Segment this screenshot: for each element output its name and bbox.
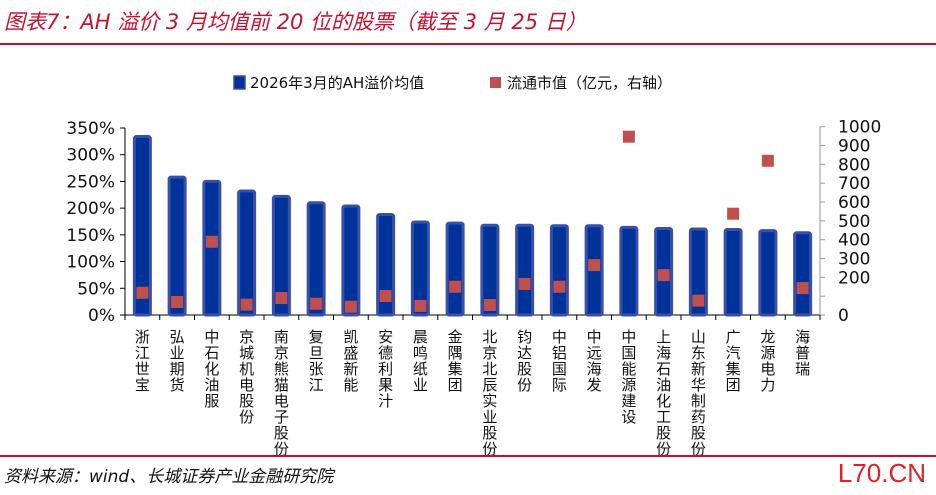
category-label: 凯盛新能 (343, 328, 358, 394)
bar (167, 175, 187, 317)
category-label: 弘业期货 (170, 328, 185, 394)
category-label: 晨鸣纸业 (413, 328, 428, 394)
right-tick-label: 1000 (838, 118, 881, 138)
scatter-point (761, 154, 774, 167)
watermark: L70.CN (837, 458, 926, 488)
right-tick-label: 800 (838, 155, 870, 175)
scatter-point (310, 297, 323, 310)
bar (202, 179, 222, 317)
scatter-point (136, 286, 149, 299)
scatter-point (727, 207, 740, 220)
category-label: 中铝国际 (552, 328, 567, 394)
bar (445, 221, 465, 317)
category-label: 复旦张江 (309, 328, 324, 394)
category-label: 中石化油服 (204, 328, 219, 410)
legend-bar-label: 2026年3月的AH溢价均值 (250, 74, 424, 92)
bar (480, 223, 500, 317)
bar (132, 135, 152, 317)
scatter-point (518, 277, 531, 290)
category-label: 海普瑞 (795, 328, 810, 378)
right-tick-label: 600 (838, 193, 870, 213)
scatter-point (588, 259, 601, 272)
bar (515, 223, 535, 317)
source-note: 资料来源：wind、长城证券产业金融研究院 (4, 467, 334, 487)
legend-scatter-swatch (490, 77, 501, 88)
scatter-point (240, 298, 253, 311)
left-tick-label: 250% (66, 172, 115, 192)
bar (723, 228, 743, 317)
category-label: 上海石油化工股份 (656, 328, 671, 458)
category-label: 广汽集团 (726, 328, 741, 394)
scatter-point (449, 280, 462, 293)
bar (410, 220, 430, 317)
category-label: 中国能源建设 (621, 328, 636, 426)
bar (376, 213, 396, 317)
category-label: 南京熊猫电子股份 (274, 328, 289, 458)
footer-divider (0, 455, 936, 457)
legend-scatter-label: 流通市值（亿元，右轴） (507, 74, 672, 92)
scatter-point (171, 296, 184, 309)
right-tick-label: 0 (838, 306, 849, 326)
category-label: 安德利果汁 (378, 328, 393, 410)
left-tick-label: 300% (66, 146, 115, 166)
scatter-point (275, 292, 288, 305)
bar (306, 201, 326, 317)
category-label: 京城机电股份 (239, 328, 254, 426)
bar (793, 231, 813, 317)
right-tick-label: 300 (838, 250, 870, 270)
left-tick-label: 50% (77, 279, 115, 299)
scatter-point (205, 235, 218, 248)
right-tick-label: 500 (838, 212, 870, 232)
scatter-point (622, 130, 635, 143)
title-divider (0, 43, 936, 45)
category-label: 浙江世宝 (135, 328, 150, 394)
scatter-point (344, 300, 357, 313)
right-tick-label: 400 (838, 231, 870, 251)
right-tick-label: 900 (838, 137, 870, 157)
category-label: 金隅集团 (448, 328, 463, 394)
left-tick-label: 350% (66, 119, 115, 139)
left-tick-label: 0% (88, 306, 115, 326)
bar (688, 227, 708, 317)
bar (549, 224, 569, 317)
scatter-point (483, 299, 496, 312)
bar (758, 229, 778, 317)
legend-bar-swatch (233, 75, 246, 90)
left-tick-label: 150% (66, 226, 115, 246)
scatter-point (414, 299, 427, 312)
scatter-point (553, 280, 566, 293)
bar (237, 189, 257, 317)
category-label: 中远海发 (587, 328, 602, 394)
scatter-point (692, 294, 705, 307)
category-label: 山东新华制药股份 (691, 328, 706, 458)
scatter-point (657, 269, 670, 282)
chart-title: 图表7：AH 溢价 3 月均值前 20 位的股票（截至 3 月 25 日） (4, 10, 587, 34)
right-tick-label: 200 (838, 268, 870, 288)
bar (271, 194, 291, 317)
left-tick-label: 100% (66, 253, 115, 273)
bar (341, 204, 361, 317)
scatter-point (379, 289, 392, 302)
category-label: 龙源电力 (760, 328, 775, 394)
scatter-point (796, 282, 809, 295)
category-label: 北京北辰实业股份 (482, 328, 497, 458)
left-tick-label: 200% (66, 199, 115, 219)
right-tick-label: 700 (838, 174, 870, 194)
bar (619, 225, 639, 317)
category-label: 钧达股份 (517, 328, 532, 394)
